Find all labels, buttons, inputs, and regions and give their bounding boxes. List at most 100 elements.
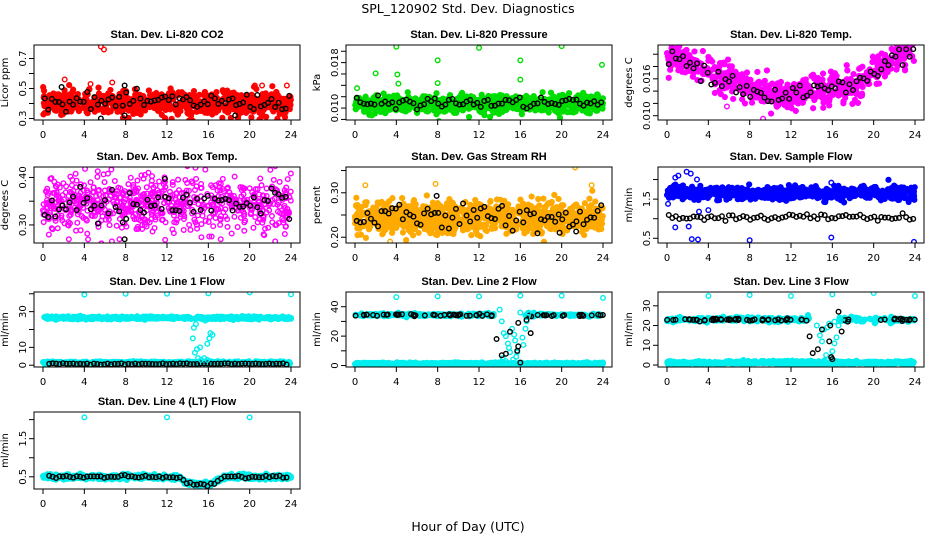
point-raw-outlier [665, 200, 672, 207]
panel-title: Stan. Dev. Amb. Box Temp. [97, 151, 238, 163]
point-raw [909, 39, 914, 44]
point-raw [215, 107, 222, 114]
x-tick-label: 4 [393, 130, 399, 141]
point-hourly [385, 210, 392, 217]
point-raw [364, 97, 371, 104]
point-raw [54, 225, 61, 232]
point-hourly [109, 186, 116, 193]
x-tick-label: 12 [785, 130, 798, 141]
point-raw [231, 173, 238, 180]
point-hourly [389, 99, 396, 106]
point-hourly [169, 93, 176, 100]
point-raw [776, 196, 783, 204]
data-points [40, 167, 294, 243]
point-raw [242, 217, 249, 224]
point-raw-outlier [97, 45, 104, 50]
point-raw [754, 68, 761, 76]
point-raw [489, 93, 496, 100]
point-hourly [779, 95, 786, 102]
point-hourly [516, 208, 523, 215]
point-hourly [367, 100, 374, 107]
point-hourly [98, 97, 105, 104]
point-hourly [782, 89, 789, 96]
point-raw [105, 108, 112, 115]
point-raw [707, 56, 714, 63]
point-raw [859, 83, 866, 91]
point-hourly [229, 95, 236, 102]
point-raw [429, 199, 436, 206]
point-raw [48, 175, 55, 182]
point-raw [707, 184, 714, 192]
point-hourly [247, 202, 254, 209]
point-raw [881, 73, 888, 80]
point-raw-outlier [217, 236, 224, 243]
point-hourly [222, 100, 229, 107]
point-raw [141, 221, 148, 228]
point-raw [765, 84, 772, 91]
point-raw [817, 188, 824, 196]
point-hourly [715, 68, 722, 75]
panel-title: Stan. Dev. Gas Stream RH [411, 151, 547, 163]
point-raw [96, 191, 103, 198]
point-hourly [73, 95, 80, 102]
point-raw [212, 214, 219, 221]
point-raw [879, 190, 886, 197]
point-hourly [811, 82, 818, 89]
point-raw [774, 80, 781, 87]
point-raw [386, 198, 393, 205]
point-hourly [598, 202, 605, 209]
point-raw [409, 232, 417, 239]
point-hourly [832, 85, 839, 92]
point-hourly [523, 207, 530, 214]
point-raw [256, 109, 263, 116]
point-hourly [367, 215, 374, 222]
point-raw [361, 108, 368, 115]
point-raw [810, 105, 817, 112]
point-raw [84, 230, 91, 237]
point-raw [459, 107, 466, 114]
point-hourly [275, 191, 282, 198]
point-raw-outlier [558, 45, 565, 50]
point-raw [556, 114, 564, 120]
point-raw [246, 185, 253, 192]
point-raw [60, 180, 67, 187]
point-hourly [225, 197, 232, 204]
point-hourly [279, 194, 286, 201]
point-hourly [279, 106, 286, 113]
point-raw [447, 104, 454, 111]
point-raw [432, 220, 439, 227]
point-hourly [694, 60, 701, 67]
point-raw [459, 89, 466, 96]
x-tick-label: 16 [514, 130, 527, 141]
point-raw [539, 89, 546, 96]
point-raw [61, 220, 68, 227]
x-tick-label: 20 [243, 130, 256, 141]
point-hourly [421, 210, 428, 217]
chart-panel-2: Stan. Dev. Li-820 PressurekPa0.0100.0180… [312, 29, 613, 141]
point-hourly [151, 97, 158, 104]
point-raw [187, 112, 195, 120]
point-raw [909, 45, 916, 48]
point-raw [822, 198, 829, 206]
point-raw [826, 102, 833, 109]
point-hourly [77, 98, 84, 105]
point-hourly [396, 201, 403, 208]
point-raw [753, 188, 760, 195]
point-hourly [101, 100, 108, 107]
point-hourly-outlier [161, 175, 168, 182]
point-raw [446, 195, 453, 203]
point-hourly [548, 99, 555, 106]
point-hourly [541, 217, 548, 224]
point-raw-outlier [828, 179, 835, 186]
point-raw [210, 223, 217, 230]
point-hourly [726, 78, 733, 85]
point-raw [90, 184, 97, 191]
y-tick-label: 0.30 [330, 182, 341, 204]
point-raw [198, 234, 205, 241]
point-hourly [789, 85, 796, 92]
point-raw [404, 89, 411, 96]
point-raw [198, 221, 205, 228]
point-raw [272, 167, 279, 170]
point-hourly [123, 215, 130, 222]
point-hourly [442, 212, 449, 219]
